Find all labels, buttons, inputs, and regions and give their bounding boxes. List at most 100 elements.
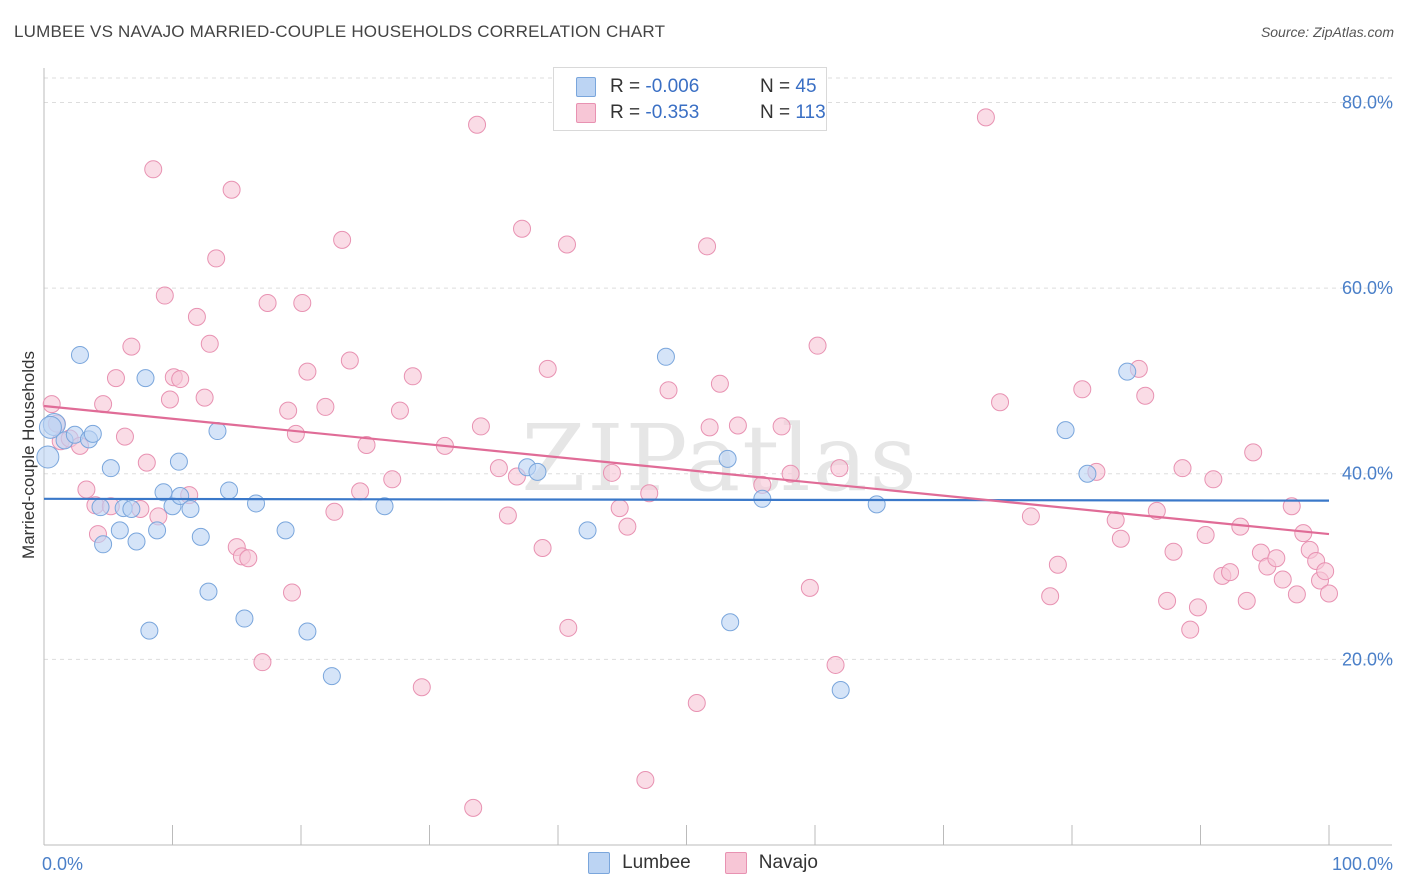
lumbee-point: [36, 445, 60, 469]
navajo-point: [155, 286, 174, 305]
lumbee-point: [247, 494, 266, 513]
navajo-trend-line: [43, 404, 1330, 536]
navajo-point: [808, 336, 827, 355]
lumbee-point: [94, 535, 113, 554]
navajo-point: [1282, 497, 1301, 516]
navajo-point: [728, 416, 747, 435]
navajo-point: [640, 484, 659, 503]
navajo-point: [390, 401, 409, 420]
lumbee-point: [148, 521, 167, 540]
gridlines: [44, 77, 1392, 660]
navajo-point: [1048, 555, 1067, 574]
navajo-point: [826, 655, 845, 674]
navajo-point: [1136, 386, 1155, 405]
trend-lines: [43, 404, 1330, 536]
navajo-point: [464, 798, 483, 817]
legend-row-lumbee: R = -0.006 N = 45: [576, 75, 817, 99]
navajo-point: [538, 359, 557, 378]
navajo-point: [1316, 562, 1335, 581]
navajo-point: [1111, 529, 1130, 548]
y-axis-title: Married-couple Households: [19, 351, 38, 559]
navajo-point: [618, 517, 637, 536]
navajo-point: [94, 395, 113, 414]
navajo-point: [1320, 584, 1338, 603]
navajo-point: [698, 237, 717, 256]
navajo-point: [137, 453, 156, 472]
lumbee-point: [127, 532, 146, 551]
lumbee-trend-line: [43, 497, 1330, 502]
navajo-point: [1158, 591, 1177, 610]
navajo-point: [687, 693, 706, 712]
navajo-point: [533, 538, 552, 557]
navajo-swatch: [576, 103, 596, 123]
navajo-point: [513, 219, 532, 238]
navajo-point: [258, 293, 277, 312]
stats-legend: R = -0.006 N = 45 R = -0.353 N = 113: [553, 67, 827, 131]
navajo-point: [1181, 620, 1200, 639]
navajo-point: [279, 401, 298, 420]
navajo-point: [77, 480, 96, 499]
navajo-point: [1188, 598, 1207, 617]
lumbee-point: [718, 449, 737, 468]
navajo-point: [1021, 507, 1040, 526]
navajo-point: [115, 427, 134, 446]
navajo-point: [710, 374, 729, 393]
lumbee-point: [721, 613, 740, 632]
navajo-point: [489, 459, 508, 478]
navajo-point: [1204, 470, 1223, 489]
lumbee-point: [276, 521, 295, 540]
navajo-point: [772, 417, 791, 436]
navajo-point: [253, 653, 272, 672]
legend-r-value: -0.353: [645, 102, 700, 123]
navajo-point: [610, 499, 629, 518]
lumbee-swatch: [576, 77, 596, 97]
lumbee-point: [208, 422, 227, 441]
lumbee-point: [1078, 464, 1097, 483]
lumbee-point: [375, 497, 394, 516]
lumbee-point: [1118, 362, 1137, 381]
source-credit: Source: ZipAtlas.com: [1260, 24, 1394, 40]
lumbee-point: [1056, 421, 1075, 440]
navajo-point: [200, 334, 219, 353]
navajo-point: [160, 390, 179, 409]
navajo-point: [239, 549, 258, 568]
navajo-point: [1073, 380, 1092, 399]
legend-n-value: 113: [795, 102, 826, 123]
navajo-point: [830, 459, 849, 478]
lumbee-point: [70, 345, 89, 364]
lumbee-point: [191, 527, 210, 546]
navajo-point: [602, 463, 621, 482]
chart-title: LUMBEE VS NAVAJO MARRIED-COUPLE HOUSEHOL…: [14, 22, 666, 41]
navajo-point: [659, 381, 678, 400]
navajo-point: [1267, 549, 1286, 568]
navajo-point: [333, 230, 352, 249]
navajo-point: [1237, 591, 1256, 610]
navajo-point: [403, 367, 422, 386]
legend-item-navajo: Navajo: [724, 852, 818, 874]
navajo-point: [976, 108, 995, 127]
navajo-point: [1164, 542, 1183, 561]
navajo-point: [781, 464, 800, 483]
y-tick-label: 80.0%: [1342, 92, 1393, 112]
y-tick-label: 60.0%: [1342, 278, 1393, 298]
lumbee-point: [140, 621, 159, 640]
navajo-point: [1196, 526, 1215, 544]
navajo-point: [700, 418, 719, 437]
navajo-point: [1147, 501, 1166, 520]
y-tick-label: 40.0%: [1342, 464, 1393, 484]
x-tick-label: 0.0%: [42, 854, 83, 874]
lumbee-swatch: [588, 852, 611, 874]
navajo-point: [222, 180, 241, 199]
navajo-point: [468, 115, 487, 134]
lumbee-point: [867, 495, 886, 514]
lumbee-point: [122, 500, 141, 519]
navajo-point: [1173, 459, 1192, 478]
lumbee-point: [101, 459, 120, 478]
lumbee-point: [235, 609, 254, 628]
navajo-points: [42, 108, 1338, 817]
lumbee-point: [154, 483, 173, 502]
lumbee-point: [110, 521, 129, 540]
x-tick-label: 100.0%: [1332, 854, 1393, 874]
lumbee-point: [199, 582, 218, 601]
